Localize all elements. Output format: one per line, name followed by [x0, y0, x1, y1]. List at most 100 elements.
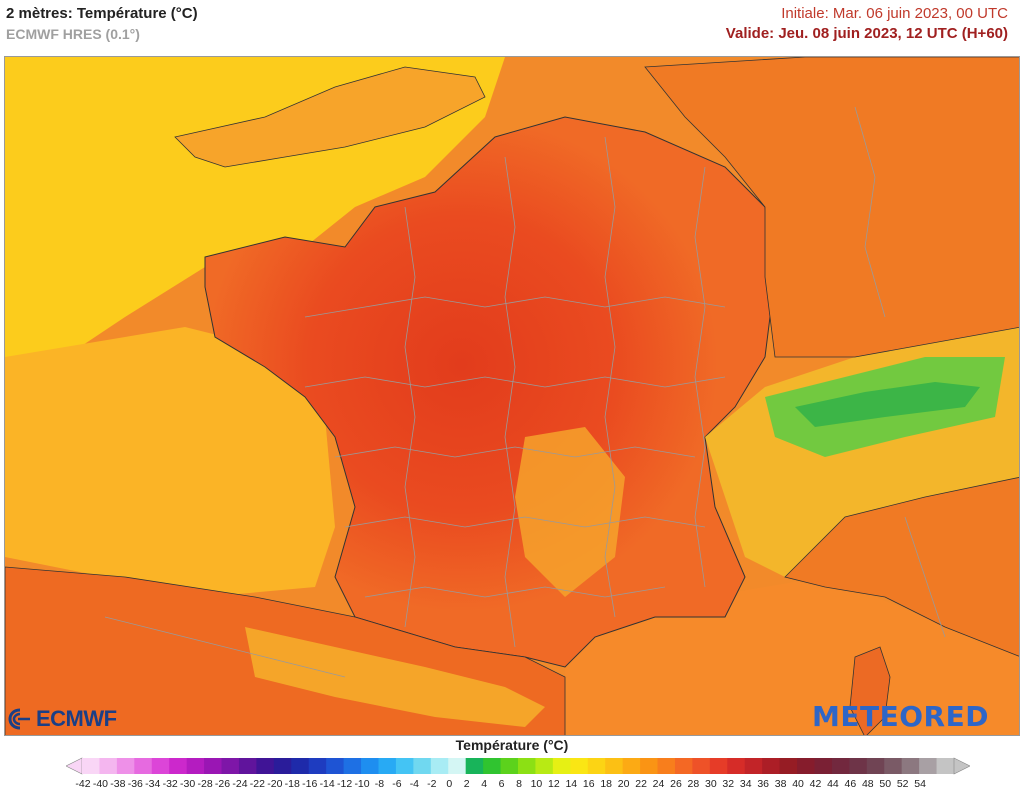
temperature-map[interactable] [4, 56, 1020, 736]
legend-tick-label: 0 [446, 778, 453, 790]
legend-tick-label: 4 [481, 778, 488, 790]
legend-tick-label: 40 [792, 778, 804, 790]
legend-title: Température (°C) [455, 737, 569, 753]
legend-swatch [692, 758, 711, 774]
legend-tick-label: 22 [635, 778, 647, 790]
legend-swatch [151, 758, 170, 774]
legend-tick-label: 46 [844, 778, 857, 790]
legend-tick-label: 14 [565, 778, 578, 790]
legend-tick-label: 6 [498, 778, 505, 790]
italy-land [784, 477, 1019, 657]
legend-tick-label: -30 [180, 778, 196, 790]
legend-tick-label: 24 [652, 778, 665, 790]
legend-tick-label: -20 [267, 778, 283, 790]
legend-swatch [762, 758, 781, 774]
legend-swatch [326, 758, 345, 774]
legend-tick-label: 38 [774, 778, 787, 790]
legend-swatch [448, 758, 467, 774]
legend-tick-label: 28 [687, 778, 700, 790]
legend-tick-label: -34 [145, 778, 161, 790]
legend-tick-label: 54 [914, 778, 926, 790]
legend-tick-label: -14 [319, 778, 335, 790]
legend-swatch [518, 758, 536, 774]
legend-swatch [779, 758, 798, 774]
legend-tick-label: -32 [162, 778, 178, 790]
legend-tick-label: 42 [809, 778, 822, 790]
legend-tick-label: -36 [127, 778, 143, 790]
legend-tick-label: -38 [110, 778, 126, 790]
legend-swatch [936, 758, 955, 774]
legend-swatch [901, 758, 920, 774]
color-scale-bar [66, 757, 970, 775]
region-borders [104, 106, 946, 678]
legend-tick-label: -42 [75, 778, 91, 790]
bay-of-biscay-ocean [5, 327, 335, 597]
meteored-logo: METEORED [812, 700, 989, 733]
legend-swatch [134, 758, 153, 774]
legend-tick-label: 10 [530, 778, 543, 790]
massif-central-relief [515, 427, 625, 597]
legend-tick-label: 32 [722, 778, 735, 790]
legend-tick-label: 12 [548, 778, 560, 790]
legend-swatch [430, 758, 449, 774]
header-left: 2 mètres: Température (°C) ECMWF HRES (0… [6, 4, 198, 44]
valid-time: Valide: Jeu. 08 juin 2023, 12 UTC (H+60) [725, 25, 1008, 42]
legend-swatch [605, 758, 624, 774]
legend-tick-label: -18 [284, 778, 300, 790]
legend-swatch [814, 758, 833, 774]
legend-tick-label: -4 [409, 778, 420, 790]
ecmwf-logo-text: ECMWF [36, 706, 117, 731]
corsica-land [849, 646, 891, 735]
pyrenees-relief [245, 627, 545, 727]
legend-arrow-high [953, 757, 970, 775]
legend-swatch [204, 758, 223, 774]
legend-swatch [674, 758, 693, 774]
legend-tick-label: 44 [827, 778, 839, 790]
legend-tick-label: -26 [214, 778, 231, 790]
legend-tick-label: 30 [704, 778, 717, 790]
legend-tick-label: -6 [392, 778, 402, 790]
legend-swatch [727, 758, 746, 774]
legend-tick-label: 26 [670, 778, 682, 790]
legend-tick-label: -16 [302, 778, 318, 790]
legend-tick-label: -12 [337, 778, 353, 790]
france-land [204, 116, 776, 668]
legend-tick-label: 52 [896, 778, 909, 790]
legend-tick-label: 8 [516, 778, 522, 790]
legend-arrow-low [66, 757, 83, 775]
legend-tick-label: 50 [879, 778, 892, 790]
uk-land [174, 66, 486, 168]
legend-swatch [587, 758, 606, 774]
legend-tick-label: 48 [861, 778, 874, 790]
legend-tick-label: 18 [600, 778, 613, 790]
legend-swatch [500, 758, 519, 774]
legend-swatch [657, 758, 676, 774]
legend-swatch [483, 758, 502, 774]
legend-swatch [99, 758, 118, 774]
legend-swatch [256, 758, 275, 774]
legend-tick-label: -10 [354, 778, 370, 790]
legend-swatch [291, 758, 310, 774]
legend-swatch [744, 758, 763, 774]
legend-swatch [169, 758, 188, 774]
legend-swatch [535, 758, 554, 774]
run-time: Initiale: Mar. 06 juin 2023, 00 UTC [781, 5, 1008, 22]
germany-land [644, 57, 1019, 358]
legend-tick-label: 16 [582, 778, 595, 790]
ecmwf-logo: ECMWF [8, 706, 117, 732]
header-right: Initiale: Mar. 06 juin 2023, 00 UTC Vali… [726, 4, 1008, 44]
legend-swatch [622, 758, 641, 774]
legend-tick-label: 34 [739, 778, 752, 790]
legend-swatch [465, 758, 484, 774]
legend-swatch [640, 758, 659, 774]
legend-swatch [221, 758, 240, 774]
legend-tick-label: -40 [92, 778, 109, 790]
legend-swatch [884, 758, 903, 774]
legend-swatch [343, 758, 362, 774]
legend-swatch [308, 758, 327, 774]
legend-swatch [273, 758, 292, 774]
legend-swatch [570, 758, 589, 774]
legend-swatch [797, 758, 815, 774]
map-title: 2 mètres: Température (°C) [6, 5, 198, 22]
legend-tick-label: -22 [249, 778, 265, 790]
